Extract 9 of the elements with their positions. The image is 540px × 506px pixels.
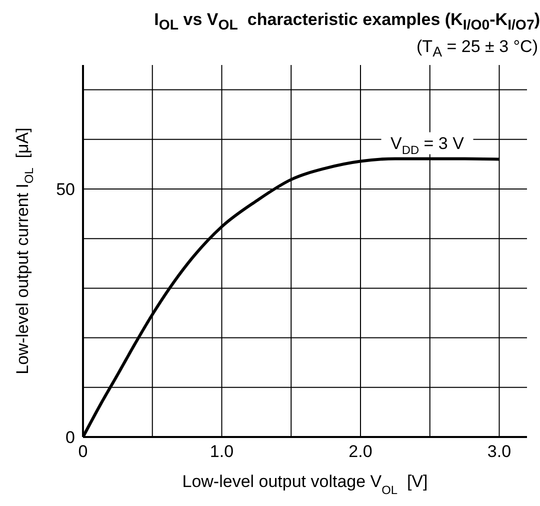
y-tick-label: 50 (56, 180, 75, 200)
annotation: V$_{DD}$ = 3 V (390, 134, 465, 158)
x-tick-label: 2.0 (348, 442, 372, 462)
chart-title: I$_{OL}$ vs V$_{OL}$ characteristic examples (K$_{I/O0}$-K$_{I/O7}$) (154, 10, 540, 34)
x-tick-label: 0 (78, 442, 88, 462)
x-axis-title: Low-level output voltage V$_{OL}$ [V] (182, 472, 428, 497)
x-tick-label: 1.0 (210, 442, 234, 462)
x-tick-label: 3.0 (487, 442, 512, 462)
chart-subtitle: (T$_{A}$ = 25 ± 3 °C) (416, 37, 538, 60)
